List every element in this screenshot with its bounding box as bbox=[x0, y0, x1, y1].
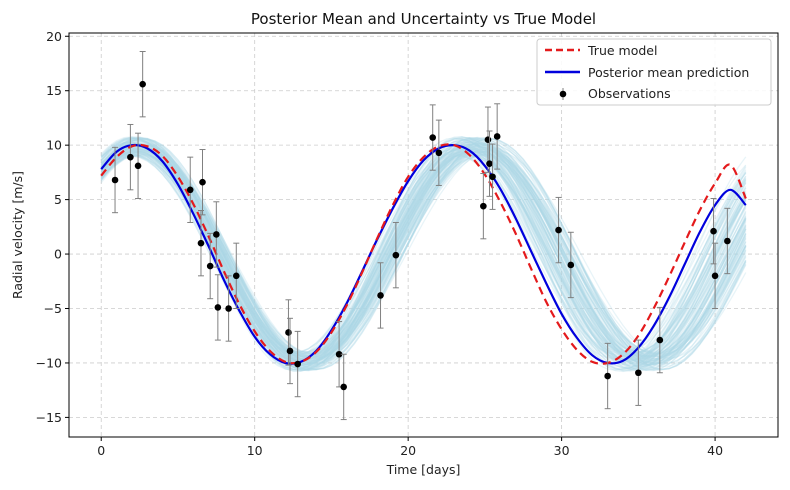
observation-point bbox=[214, 304, 222, 311]
x-axis-label: Time [days] bbox=[386, 462, 461, 477]
observation-point bbox=[604, 372, 611, 380]
observation-point bbox=[335, 350, 343, 358]
observation-point bbox=[127, 153, 134, 161]
observation-point bbox=[435, 149, 443, 157]
x-tick-label: 40 bbox=[707, 443, 723, 458]
y-axis-label: Radial velocity [m/s] bbox=[10, 171, 25, 299]
y-tick-label: 10 bbox=[46, 138, 62, 153]
observation-point bbox=[493, 133, 501, 140]
legend-swatch-observations bbox=[559, 90, 567, 98]
x-tick-label: 20 bbox=[400, 443, 416, 458]
observations bbox=[111, 51, 731, 421]
observation-point bbox=[111, 176, 119, 184]
legend-label-true-model: True model bbox=[587, 43, 657, 58]
observation-point bbox=[377, 292, 384, 299]
observation-point bbox=[480, 202, 487, 210]
observation-point bbox=[213, 231, 220, 238]
observation-point bbox=[392, 251, 400, 259]
observation-point bbox=[486, 160, 493, 167]
observation-point bbox=[656, 336, 664, 344]
observation-point bbox=[199, 178, 206, 186]
y-tick-label: 15 bbox=[46, 83, 62, 98]
x-axis-ticks: 0 10 20 30 40 bbox=[97, 437, 723, 458]
y-tick-label: −5 bbox=[44, 301, 62, 316]
legend-label-posterior-mean: Posterior mean prediction bbox=[588, 65, 749, 80]
observation-point bbox=[724, 237, 731, 245]
legend-label-observations: Observations bbox=[588, 86, 671, 101]
observation-point bbox=[484, 136, 492, 144]
observation-point bbox=[555, 226, 562, 234]
y-axis-ticks: −15 −10 −5 0 5 10 15 20 bbox=[36, 29, 69, 425]
observation-point bbox=[567, 261, 575, 269]
observation-point bbox=[429, 134, 437, 141]
x-tick-label: 30 bbox=[554, 443, 570, 458]
observation-point bbox=[197, 239, 205, 247]
x-tick-label: 0 bbox=[97, 443, 105, 458]
observation-point bbox=[134, 162, 142, 170]
observation-point bbox=[232, 272, 240, 280]
observation-point bbox=[206, 262, 214, 270]
legend: True model Posterior mean prediction Obs… bbox=[536, 38, 772, 106]
x-tick-label: 10 bbox=[247, 443, 263, 458]
observation-point bbox=[294, 360, 301, 368]
observation-point bbox=[489, 173, 496, 181]
observation-point bbox=[285, 329, 292, 336]
observation-point bbox=[635, 369, 642, 377]
y-tick-label: −10 bbox=[36, 355, 62, 370]
chart-title: Posterior Mean and Uncertainty vs True M… bbox=[251, 10, 596, 28]
observation-point bbox=[340, 383, 347, 391]
y-tick-label: 20 bbox=[46, 29, 62, 44]
y-tick-label: 5 bbox=[54, 192, 62, 207]
observation-point bbox=[710, 227, 717, 235]
observation-point bbox=[186, 186, 194, 194]
plot-frame bbox=[68, 32, 779, 438]
y-tick-label: 0 bbox=[54, 247, 62, 262]
observation-point bbox=[225, 305, 232, 312]
observation-point bbox=[711, 272, 719, 280]
y-tick-label: −15 bbox=[36, 410, 62, 425]
legend-box bbox=[536, 38, 772, 106]
observation-point bbox=[139, 80, 146, 88]
true-model-line bbox=[100, 143, 747, 365]
observation-point bbox=[286, 347, 294, 355]
